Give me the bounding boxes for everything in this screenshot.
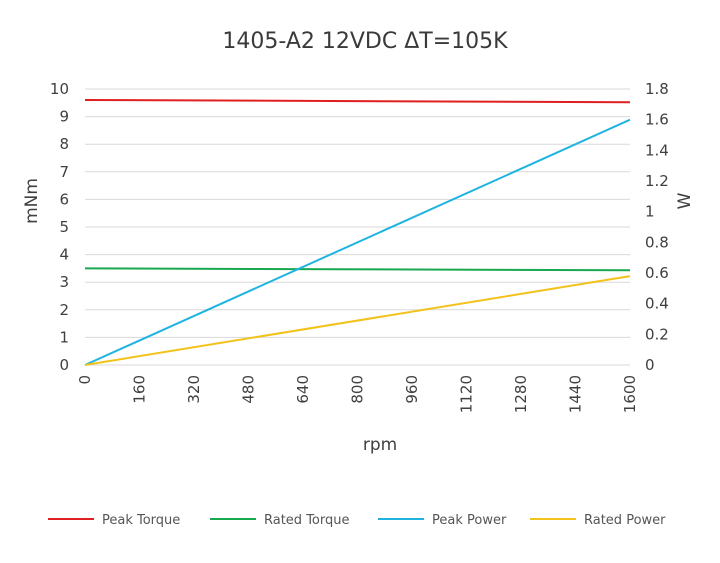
left-axis-ticks: 0 1 2 3 4 5 6 7 8 9 10 [50,80,69,374]
right-tick-label: 1 [645,203,655,221]
left-tick-label: 5 [59,218,69,236]
right-tick-label: 1.2 [645,172,669,190]
right-tick-label: 1.4 [645,141,669,159]
legend-label-peak-torque: Peak Torque [102,513,180,528]
right-tick-label: 0.4 [645,295,669,313]
series-line-peak-power [84,118,631,366]
x-tick-label: 0 [76,375,94,385]
legend-label-rated-torque: Rated Torque [264,513,349,528]
right-tick-label: 0.6 [645,264,669,282]
legend-label-peak-power: Peak Power [432,513,507,528]
x-tick-label: 1600 [621,375,639,413]
left-tick-label: 2 [59,301,69,319]
right-axis-label: W [675,192,695,209]
left-axis-label: mNm [22,178,42,224]
x-tick-label: 1120 [458,375,476,413]
legend-label-rated-power: Rated Power [584,513,666,528]
series-line-rated-torque [84,267,631,272]
right-tick-label: 0 [645,356,655,374]
right-tick-label: 0.8 [645,233,669,251]
x-tick-label: 800 [349,375,367,404]
left-tick-label: 7 [59,163,69,181]
series-lines [84,99,631,366]
x-tick-label: 160 [131,375,149,404]
x-tick-label: 480 [240,375,258,404]
x-axis-ticks: 0 160 320 480 640 800 960 1120 1280 1440 1600 [76,375,639,413]
left-tick-label: 9 [59,108,69,126]
x-axis-label: rpm [363,435,397,455]
series-line-peak-torque [84,99,631,104]
x-tick-label: 1440 [567,375,585,413]
left-tick-label: 10 [50,80,69,98]
right-tick-label: 0.2 [645,325,669,343]
left-tick-label: 4 [59,246,69,264]
left-tick-label: 0 [59,356,69,374]
x-tick-label: 960 [403,375,421,404]
x-tick-label: 320 [185,375,203,404]
chart-title: 1405-A2 12VDC ΔT=105K [222,29,508,54]
left-tick-label: 8 [59,135,69,153]
series-line-rated-power [84,275,631,366]
legend: Peak Torque Rated Torque Peak Power Rated P… [48,513,666,528]
right-tick-label: 1.8 [645,80,669,98]
x-tick-label: 640 [294,375,312,404]
left-tick-label: 3 [59,273,69,291]
gridlines [85,88,630,366]
right-axis-ticks: 0 0.2 0.4 0.6 0.8 1 1.2 1.4 1.6 1.8 [645,80,669,374]
left-tick-label: 6 [59,190,69,208]
x-tick-label: 1280 [512,375,530,413]
right-tick-label: 1.6 [645,111,669,129]
left-tick-label: 1 [59,328,69,346]
